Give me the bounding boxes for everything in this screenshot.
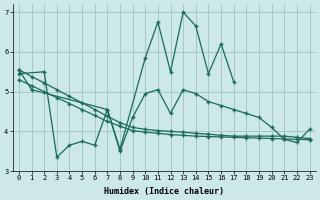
X-axis label: Humidex (Indice chaleur): Humidex (Indice chaleur)	[104, 187, 224, 196]
